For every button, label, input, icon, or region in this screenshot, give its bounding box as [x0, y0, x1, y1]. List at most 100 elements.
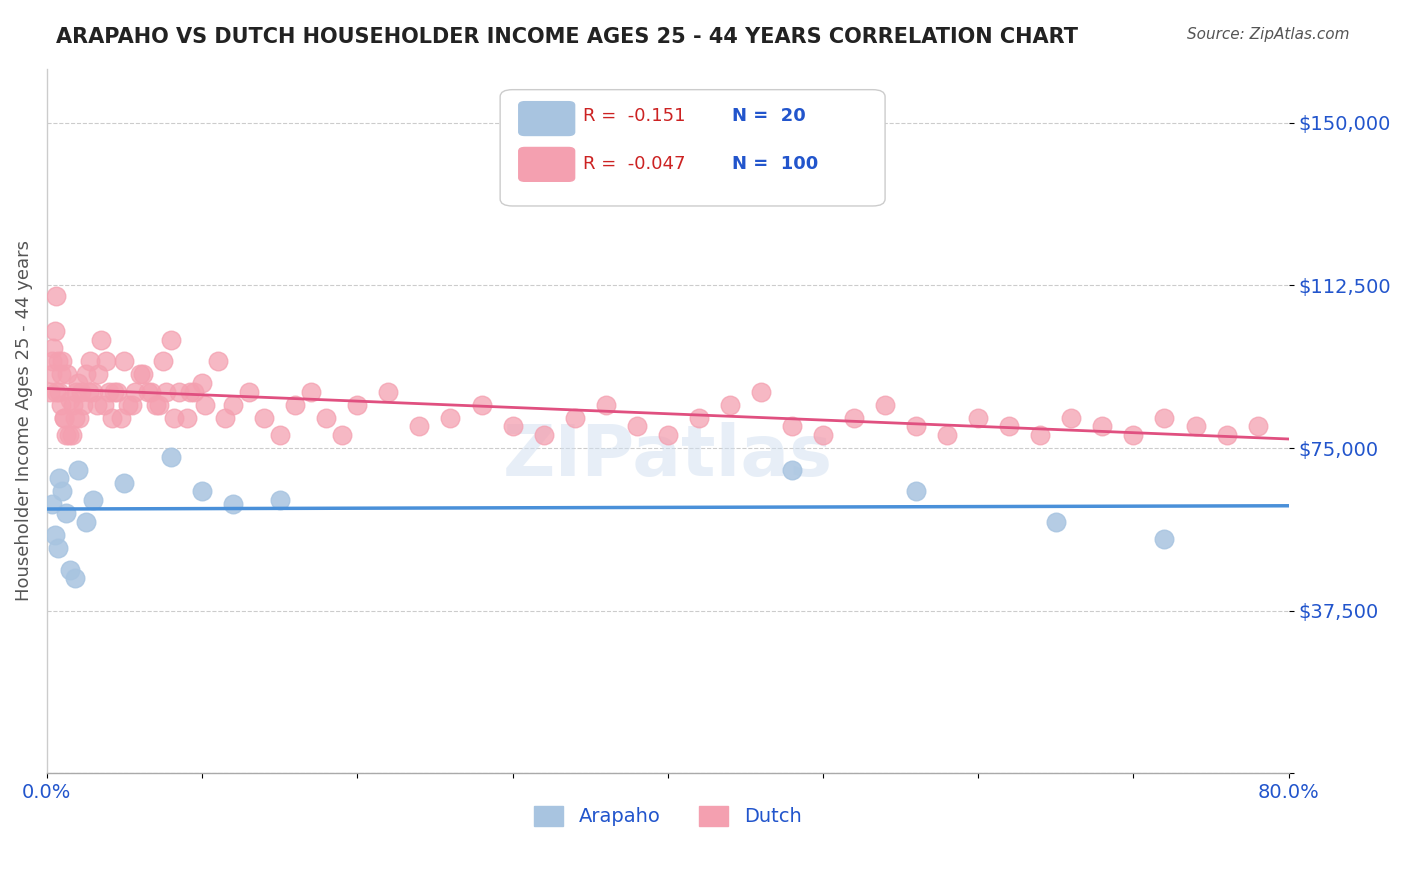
Point: [114, 354, 136, 368]
Point: [90, 333, 112, 347]
Point: [1153, 410, 1175, 425]
Point: [346, 398, 368, 412]
Point: [105, 384, 128, 399]
Point: [1215, 428, 1237, 442]
Point: [63, 571, 86, 585]
Point: [811, 428, 834, 442]
Point: [1045, 515, 1067, 529]
Point: [502, 419, 524, 434]
Point: [46, 354, 69, 368]
Point: [75, 515, 97, 529]
Point: [222, 498, 245, 512]
Point: [564, 410, 586, 425]
Point: [191, 376, 214, 390]
Point: [42, 341, 65, 355]
Point: [94, 354, 117, 368]
Point: [145, 398, 167, 412]
Point: [82, 384, 104, 399]
Point: [59, 563, 82, 577]
Point: [1091, 419, 1114, 434]
Point: [163, 410, 186, 425]
Point: [967, 410, 990, 425]
Point: [45, 384, 67, 399]
Point: [124, 384, 146, 399]
Point: [114, 475, 136, 490]
Point: [49, 368, 72, 382]
Point: [1153, 532, 1175, 546]
Point: [214, 410, 236, 425]
Point: [55, 428, 77, 442]
Text: ZIPatlas: ZIPatlas: [503, 422, 832, 491]
Point: [905, 484, 928, 499]
Point: [780, 419, 803, 434]
Point: [72, 398, 94, 412]
Point: [160, 333, 183, 347]
Point: [377, 384, 399, 399]
Point: [41, 368, 63, 382]
Point: [330, 428, 353, 442]
Point: [48, 384, 70, 399]
Point: [269, 493, 291, 508]
Point: [75, 368, 97, 382]
Point: [1184, 419, 1206, 434]
Point: [167, 384, 190, 399]
Point: [56, 368, 79, 382]
Point: [49, 398, 72, 412]
Point: [63, 410, 86, 425]
Point: [52, 410, 75, 425]
Y-axis label: Householder Income Ages 25 - 44 years: Householder Income Ages 25 - 44 years: [15, 241, 32, 601]
Point: [46, 541, 69, 555]
Point: [626, 419, 648, 434]
Text: Source: ZipAtlas.com: Source: ZipAtlas.com: [1187, 27, 1350, 42]
Point: [253, 410, 276, 425]
Point: [718, 398, 741, 412]
Point: [1029, 428, 1052, 442]
Point: [70, 384, 93, 399]
Point: [191, 484, 214, 499]
Point: [98, 384, 121, 399]
Point: [179, 384, 201, 399]
Text: ARAPAHO VS DUTCH HOUSEHOLDER INCOME AGES 25 - 44 YEARS CORRELATION CHART: ARAPAHO VS DUTCH HOUSEHOLDER INCOME AGES…: [56, 27, 1078, 46]
Point: [101, 410, 124, 425]
Point: [269, 428, 291, 442]
Point: [470, 398, 492, 412]
FancyBboxPatch shape: [501, 90, 886, 206]
Legend: Arapaho, Dutch: Arapaho, Dutch: [526, 798, 810, 834]
Point: [51, 354, 73, 368]
Point: [136, 384, 159, 399]
Point: [93, 398, 115, 412]
Point: [1246, 419, 1268, 434]
Point: [1122, 428, 1144, 442]
Point: [82, 493, 104, 508]
Point: [55, 506, 77, 520]
Point: [117, 398, 139, 412]
Point: [238, 384, 260, 399]
Point: [194, 398, 217, 412]
Point: [875, 398, 897, 412]
Point: [148, 398, 170, 412]
Point: [152, 354, 174, 368]
Point: [60, 428, 83, 442]
Point: [998, 419, 1021, 434]
Point: [41, 354, 63, 368]
Point: [905, 419, 928, 434]
Point: [39, 384, 62, 399]
Point: [183, 384, 205, 399]
Point: [749, 384, 772, 399]
Point: [58, 428, 80, 442]
Point: [842, 410, 865, 425]
Point: [51, 484, 73, 499]
Point: [439, 410, 461, 425]
Point: [87, 368, 110, 382]
Text: R =  -0.047: R = -0.047: [583, 154, 686, 173]
Point: [315, 410, 337, 425]
FancyBboxPatch shape: [519, 147, 575, 181]
Point: [207, 354, 229, 368]
Point: [595, 398, 617, 412]
Point: [44, 528, 66, 542]
Point: [66, 376, 89, 390]
Point: [121, 398, 143, 412]
Text: N =  100: N = 100: [733, 154, 818, 173]
Point: [657, 428, 679, 442]
Point: [41, 498, 63, 512]
